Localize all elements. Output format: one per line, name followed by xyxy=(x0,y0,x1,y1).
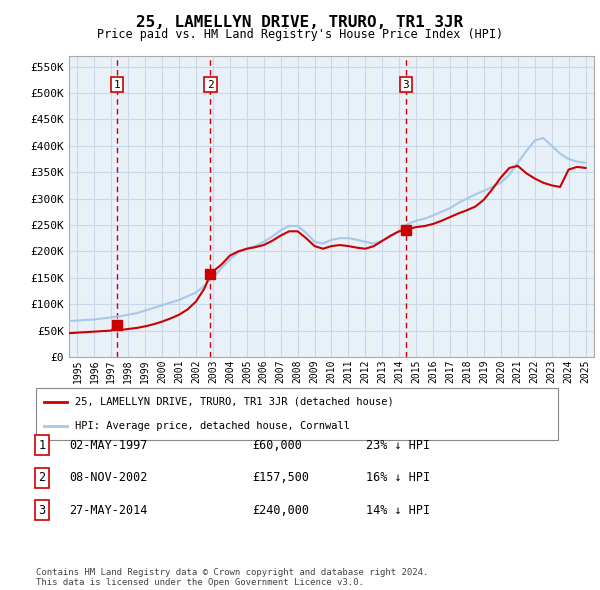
Text: 14% ↓ HPI: 14% ↓ HPI xyxy=(366,504,430,517)
Text: Contains HM Land Registry data © Crown copyright and database right 2024.: Contains HM Land Registry data © Crown c… xyxy=(36,568,428,576)
Text: 2: 2 xyxy=(38,471,46,484)
Text: 1: 1 xyxy=(113,80,121,90)
Text: 08-NOV-2002: 08-NOV-2002 xyxy=(69,471,148,484)
Text: 3: 3 xyxy=(38,504,46,517)
Text: £240,000: £240,000 xyxy=(252,504,309,517)
Text: HPI: Average price, detached house, Cornwall: HPI: Average price, detached house, Corn… xyxy=(75,421,350,431)
Text: This data is licensed under the Open Government Licence v3.0.: This data is licensed under the Open Gov… xyxy=(36,578,364,587)
Text: 16% ↓ HPI: 16% ↓ HPI xyxy=(366,471,430,484)
Text: 25, LAMELLYN DRIVE, TRURO, TR1 3JR: 25, LAMELLYN DRIVE, TRURO, TR1 3JR xyxy=(136,15,464,30)
Text: 25, LAMELLYN DRIVE, TRURO, TR1 3JR (detached house): 25, LAMELLYN DRIVE, TRURO, TR1 3JR (deta… xyxy=(75,396,394,407)
Text: 2: 2 xyxy=(207,80,214,90)
Text: £60,000: £60,000 xyxy=(252,439,302,452)
Text: 27-MAY-2014: 27-MAY-2014 xyxy=(69,504,148,517)
Text: 3: 3 xyxy=(403,80,409,90)
Text: Price paid vs. HM Land Registry's House Price Index (HPI): Price paid vs. HM Land Registry's House … xyxy=(97,28,503,41)
Text: 23% ↓ HPI: 23% ↓ HPI xyxy=(366,439,430,452)
Text: £157,500: £157,500 xyxy=(252,471,309,484)
Text: 02-MAY-1997: 02-MAY-1997 xyxy=(69,439,148,452)
Text: 1: 1 xyxy=(38,439,46,452)
